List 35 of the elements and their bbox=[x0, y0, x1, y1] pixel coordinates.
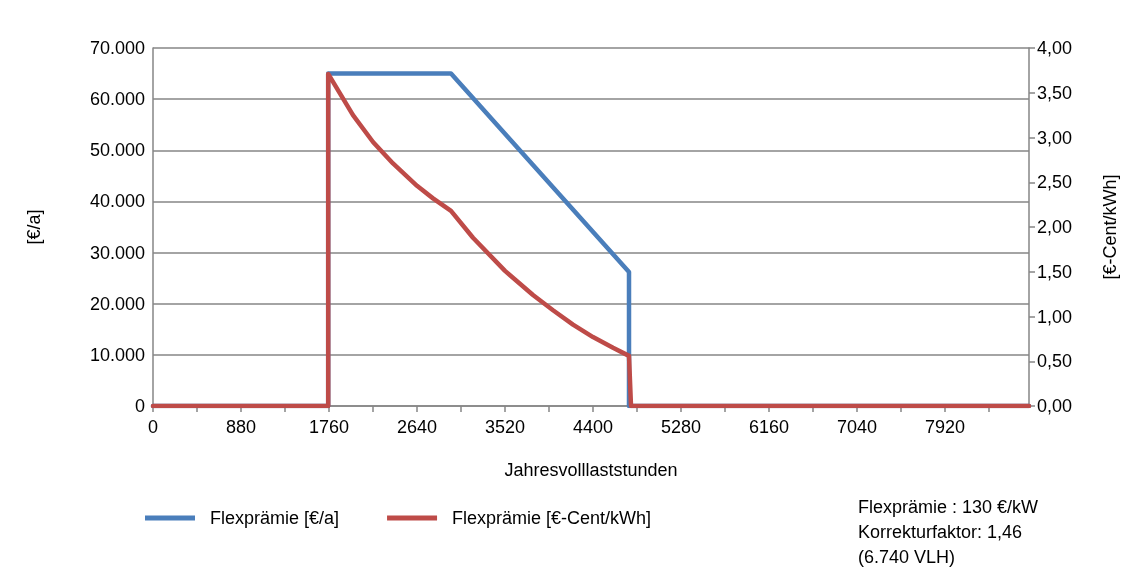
x-tick-label: 880 bbox=[225, 417, 257, 437]
x-tick-label: 1760 bbox=[308, 417, 350, 437]
y-tick-label: 20.000 bbox=[89, 293, 145, 314]
y2-tick-label: 3,50 bbox=[1037, 82, 1073, 103]
y2-tick-label: 4,00 bbox=[1037, 38, 1073, 58]
x-tick-label: 3520 bbox=[484, 417, 526, 437]
y2-tick-label: 3,00 bbox=[1037, 127, 1073, 148]
y2-tick-label: 2,50 bbox=[1037, 172, 1073, 193]
text: (6.740 VLH) bbox=[858, 546, 956, 567]
y2-tick-label: 0,50 bbox=[1037, 351, 1073, 372]
x-tick-label: 7920 bbox=[924, 417, 966, 437]
y2-axis-title: [€-Cent/kWh] bbox=[1100, 174, 1120, 280]
text: Flexprämie : 130 €/kW bbox=[858, 496, 1039, 517]
y2-tick-label: 1,00 bbox=[1037, 306, 1073, 327]
x-axis-title: Jahresvolllaststunden bbox=[504, 460, 678, 480]
x-tick-label: 2640 bbox=[396, 417, 438, 437]
y2-tick-label: 1,50 bbox=[1037, 261, 1073, 282]
y-axis-title: [€/a] bbox=[24, 209, 44, 245]
y-tick-label: 30.000 bbox=[89, 242, 145, 263]
y2-tick-label: 2,00 bbox=[1037, 217, 1073, 237]
y-tick-label: 10.000 bbox=[89, 344, 145, 365]
y-tick-label: 0 bbox=[134, 396, 145, 416]
y-tick-label: 70.000 bbox=[89, 38, 145, 58]
x-tick-label: 5280 bbox=[660, 417, 702, 437]
x-tick-label: 4400 bbox=[572, 417, 614, 437]
legend-label: Flexprämie [€/a] bbox=[210, 508, 340, 528]
y-tick-label: 60.000 bbox=[89, 89, 145, 110]
y-tick-label: 40.000 bbox=[89, 191, 145, 212]
text: Korrekturfaktor: 1,46 bbox=[858, 521, 1023, 542]
y2-tick-label: 0,00 bbox=[1037, 396, 1073, 416]
legend-label: Flexprämie [€-Cent/kWh] bbox=[452, 508, 652, 528]
x-tick-label: 0 bbox=[147, 417, 159, 437]
y-tick-label: 50.000 bbox=[89, 140, 145, 161]
x-tick-label: 7040 bbox=[836, 417, 878, 437]
x-tick-label: 6160 bbox=[748, 417, 790, 437]
